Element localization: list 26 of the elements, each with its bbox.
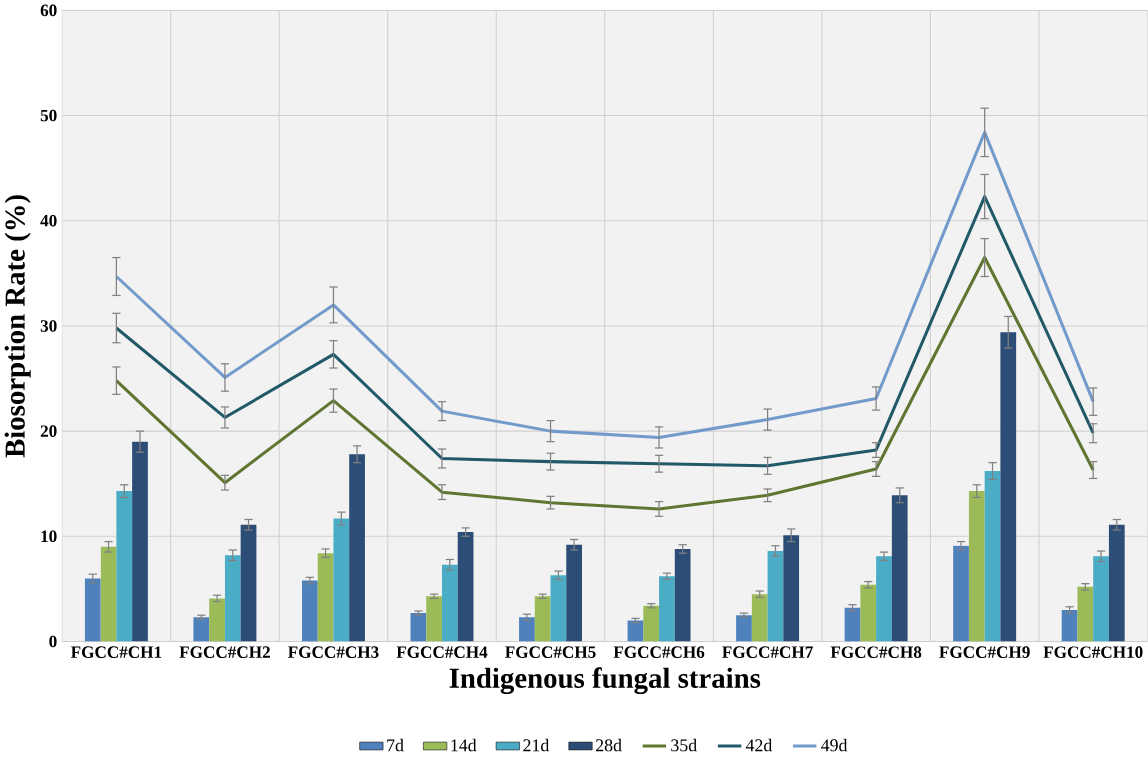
- x-tick-label: FGCC#CH8: [830, 646, 922, 659]
- x-tick-label: FGCC#CH6: [613, 646, 705, 659]
- legend-label: 28d: [596, 738, 622, 752]
- legend-label: 7d: [387, 738, 404, 752]
- x-tick-label: FGCC#CH7: [722, 646, 813, 659]
- y-tick-label: 60: [40, 4, 57, 17]
- x-tick-label: FGCC#CH3: [288, 646, 379, 659]
- legend-label: 14d: [451, 738, 477, 752]
- y-tick-label: 40: [40, 215, 57, 227]
- x-axis-title: Indigenous fungal strains: [449, 667, 761, 695]
- y-tick-label: 30: [40, 320, 57, 332]
- legend-label: 21d: [523, 738, 550, 752]
- x-tick-label: FGCC#CH9: [939, 646, 1030, 659]
- x-tick-label: FGCC#CH5: [505, 646, 596, 659]
- y-tick-label: 10: [41, 530, 57, 543]
- x-tick-label: FGCC#CH2: [179, 646, 270, 659]
- legend-label: 42d: [745, 738, 773, 752]
- y-tick-label: 20: [40, 425, 57, 438]
- x-tick-label: FGCC#CH10: [1043, 646, 1143, 659]
- x-tick-label: FGCC#CH1: [70, 646, 162, 659]
- legend-label: 35d: [671, 738, 697, 752]
- y-tick-label: 50: [40, 109, 57, 122]
- legend-label: 49d: [821, 738, 848, 752]
- y-tick-label: 0: [49, 635, 57, 648]
- x-tick-label: FGCC#CH4: [396, 646, 488, 659]
- y-axis-title: Biosorption Rate (%): [4, 195, 31, 458]
